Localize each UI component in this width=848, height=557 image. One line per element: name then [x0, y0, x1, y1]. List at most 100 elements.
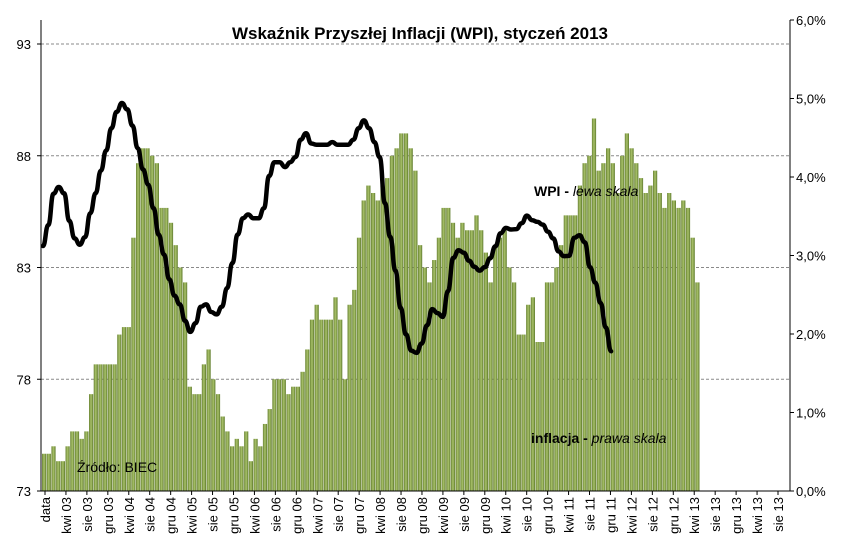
inflation-bar — [516, 334, 521, 491]
inflation-bar — [206, 349, 211, 491]
x-tick-label: sie 09 — [457, 497, 472, 532]
inflation-bar — [117, 334, 122, 491]
x-tick-label: kwi 03 — [59, 497, 74, 534]
inflation-bar — [272, 379, 277, 491]
x-tick-label: gru 12 — [666, 497, 681, 534]
right-axis-ticks: 0,0% 1,0% 2,0% 3,0% 4,0% 5,0% 6,0% — [790, 13, 826, 499]
inflation-bar — [361, 200, 366, 491]
x-tick-label: gru 09 — [478, 497, 493, 534]
x-tick-label: sie 13 — [771, 497, 786, 532]
x-tick-label: sie 12 — [645, 497, 660, 532]
inflation-bar — [681, 200, 686, 491]
inflation-series-label-italic: prawa skala — [588, 430, 667, 446]
inflation-bar — [192, 394, 197, 491]
inflation-bar — [244, 431, 249, 491]
inflation-bar — [554, 267, 559, 491]
inflation-bar — [436, 237, 441, 491]
inflation-bar — [690, 237, 695, 491]
inflation-bar — [220, 416, 225, 491]
x-tick-label: gru 13 — [729, 497, 744, 534]
inflation-bar — [70, 431, 75, 491]
inflation-bar — [309, 319, 315, 491]
inflation-bar — [624, 133, 629, 491]
x-tick-label: kwi 04 — [122, 497, 137, 534]
inflation-bar — [530, 297, 535, 491]
inflation-bar — [465, 230, 470, 491]
inflation-bar — [164, 207, 169, 491]
inflation-bar — [488, 282, 493, 491]
inflation-bar — [634, 163, 639, 491]
inflation-bar — [380, 185, 385, 492]
inflation-bar — [56, 461, 61, 491]
inflation-bar — [657, 193, 662, 491]
inflation-bar — [319, 319, 324, 491]
inflation-bar — [107, 364, 112, 491]
inflation-bar — [676, 207, 681, 491]
inflation-bar — [356, 237, 362, 491]
inflation-bar — [248, 461, 253, 491]
inflation-bar — [93, 364, 98, 491]
inflation-bar — [596, 170, 601, 491]
x-tick-label: gru 05 — [226, 497, 241, 534]
inflation-bar — [653, 170, 658, 491]
inflation-bar — [512, 282, 517, 491]
wpi-series-label: WPI - lewa skala — [534, 183, 638, 199]
inflation-bar — [234, 438, 239, 491]
inflation-bar — [540, 342, 545, 491]
inflation-bar — [239, 446, 244, 491]
inflation-bar — [197, 394, 202, 491]
inflation-bar — [695, 282, 700, 491]
inflation-bar — [154, 163, 159, 491]
inflation-bar — [168, 222, 174, 492]
inflation-bar — [267, 409, 272, 491]
inflation-bar — [314, 304, 319, 491]
x-tick-label: gru 08 — [415, 497, 430, 534]
inflation-bar — [98, 364, 103, 491]
inflation-bar — [150, 155, 155, 491]
x-tick-label: sie 11 — [583, 497, 598, 531]
inflation-bar — [606, 148, 611, 492]
inflation-bar — [483, 252, 488, 491]
x-tick-label: sie 13 — [708, 497, 723, 532]
chart-title: Wskaźnik Przyszłej Inflacji (WPI), stycz… — [232, 24, 608, 43]
inflation-bar — [375, 200, 380, 491]
inflation-bar — [305, 349, 310, 491]
inflation-bar — [103, 364, 108, 491]
inflation-bar — [638, 178, 644, 491]
inflation-series-label-bold: inflacja - — [531, 430, 588, 446]
inflation-bar — [201, 364, 206, 491]
x-tick-label: kwi 12 — [624, 497, 639, 534]
x-axis-ticks: data kwi 03 sie 03 gru 03 kwi 04 sie 04 gru 04… — [38, 491, 786, 534]
inflation-bar — [685, 207, 691, 491]
inflation-bar — [389, 155, 394, 491]
x-tick-label: gru 03 — [101, 497, 116, 534]
inflation-bar — [126, 327, 131, 491]
inflation-bar — [140, 148, 145, 492]
x-tick-label: gru 10 — [541, 497, 556, 534]
inflation-bar — [394, 148, 399, 492]
inflation-bar — [60, 461, 65, 491]
inflation-bar — [338, 319, 343, 491]
inflation-bar — [131, 237, 136, 491]
inflation-bar — [385, 178, 390, 491]
inflation-bar — [643, 193, 648, 491]
right-tick-label: 6,0% — [796, 13, 826, 28]
inflation-bars — [42, 118, 700, 492]
inflation-bar — [502, 230, 507, 491]
inflation-bar — [145, 148, 150, 492]
inflation-bar — [474, 215, 479, 491]
inflation-bar — [300, 371, 305, 491]
x-tick-label: sie 08 — [394, 497, 409, 532]
inflation-bar — [211, 379, 216, 491]
right-tick-label: 3,0% — [796, 249, 826, 264]
inflation-bar — [295, 386, 300, 491]
inflation-bar — [187, 386, 192, 491]
right-tick-label: 4,0% — [796, 170, 826, 185]
inflation-bar — [620, 155, 625, 491]
inflation-bar — [89, 394, 94, 491]
right-tick-label: 5,0% — [796, 92, 826, 107]
x-tick-label: kwi 06 — [247, 497, 262, 534]
source-label: Źródło: BIEC — [77, 459, 157, 475]
inflation-bar — [136, 163, 141, 491]
inflation-bar — [629, 148, 634, 492]
